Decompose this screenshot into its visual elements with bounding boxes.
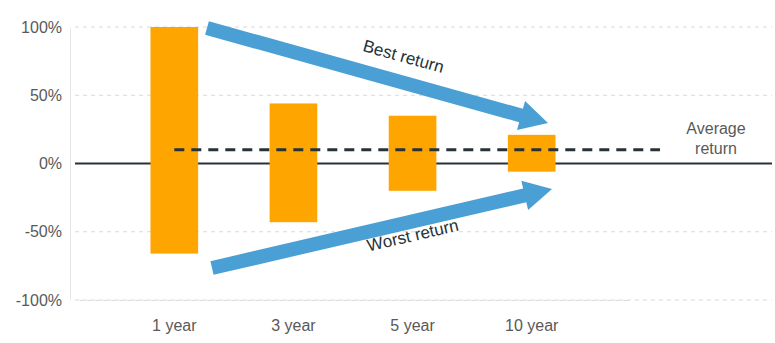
x-tick-label: 3 year bbox=[271, 317, 316, 334]
chart: -100% -50% 0% 50% 100% 1 year 3 year 5 year 10 y… bbox=[0, 0, 775, 343]
average-label-line: Average bbox=[686, 120, 745, 137]
y-tick: 0% bbox=[39, 155, 70, 172]
x-tick: 1 year bbox=[152, 300, 197, 334]
x-tick-label: 5 year bbox=[390, 317, 435, 334]
y-tick: 50% bbox=[30, 87, 70, 104]
y-tick-label: 100% bbox=[21, 19, 62, 36]
range-bar bbox=[389, 116, 437, 191]
grid-line bbox=[75, 300, 772, 301]
x-tick-label: 10 year bbox=[505, 317, 559, 334]
y-tick-label: 50% bbox=[30, 87, 62, 104]
y-axis: -100% -50% 0% 50% 100% bbox=[16, 19, 71, 309]
y-tick-label: -100% bbox=[16, 292, 62, 309]
range-bar bbox=[150, 27, 198, 254]
range-bar bbox=[508, 135, 556, 172]
y-axis-line bbox=[70, 28, 71, 301]
x-tick-label: 1 year bbox=[152, 317, 197, 334]
arrow bbox=[205, 21, 548, 130]
x-tick: 5 year bbox=[390, 300, 435, 334]
y-tick-label: 0% bbox=[39, 155, 62, 172]
y-tick: -100% bbox=[16, 292, 70, 309]
range-bar bbox=[270, 103, 318, 222]
arrow bbox=[210, 181, 552, 275]
worst-return-label: Worst return bbox=[365, 216, 460, 256]
average-line bbox=[174, 148, 660, 151]
grid bbox=[75, 27, 772, 300]
x-tick: 10 year bbox=[505, 300, 559, 334]
average-label: Average return bbox=[686, 120, 745, 157]
best-return-label: Best return bbox=[361, 36, 446, 77]
y-tick: 100% bbox=[21, 19, 70, 36]
x-axis: 1 year 3 year 5 year 10 year bbox=[80, 300, 628, 334]
y-tick: -50% bbox=[25, 223, 70, 240]
x-axis-line bbox=[80, 300, 628, 301]
x-tick: 3 year bbox=[271, 300, 316, 334]
average-label-line: return bbox=[695, 140, 737, 157]
y-tick-label: -50% bbox=[25, 223, 62, 240]
